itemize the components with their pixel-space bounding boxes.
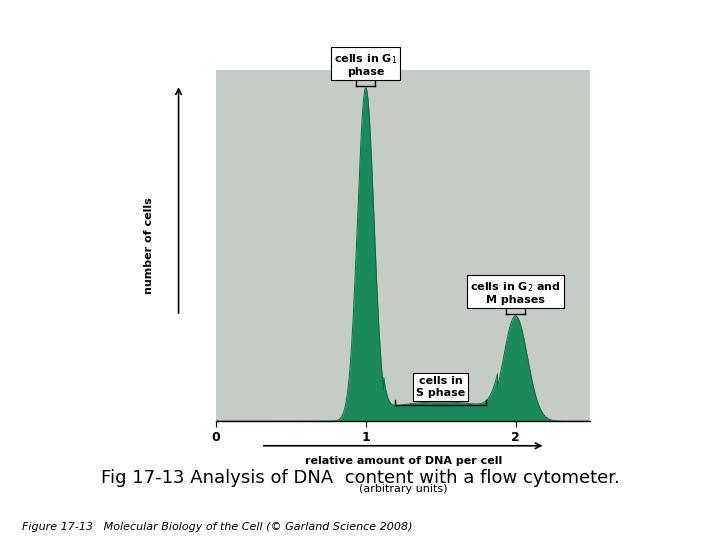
Text: number of cells: number of cells xyxy=(143,197,153,294)
Text: cells in G$_2$ and
M phases: cells in G$_2$ and M phases xyxy=(470,280,561,306)
Text: Fig 17-13 Analysis of DNA  content with a flow cytometer.: Fig 17-13 Analysis of DNA content with a… xyxy=(101,469,619,487)
Text: Figure 17-13   Molecular Biology of the Cell (© Garland Science 2008): Figure 17-13 Molecular Biology of the Ce… xyxy=(22,522,412,532)
Text: (arbitrary units): (arbitrary units) xyxy=(359,484,447,495)
Text: cells in G$_1$
phase: cells in G$_1$ phase xyxy=(334,52,397,77)
Text: relative amount of DNA per cell: relative amount of DNA per cell xyxy=(305,456,502,467)
Text: cells in
S phase: cells in S phase xyxy=(416,376,465,398)
